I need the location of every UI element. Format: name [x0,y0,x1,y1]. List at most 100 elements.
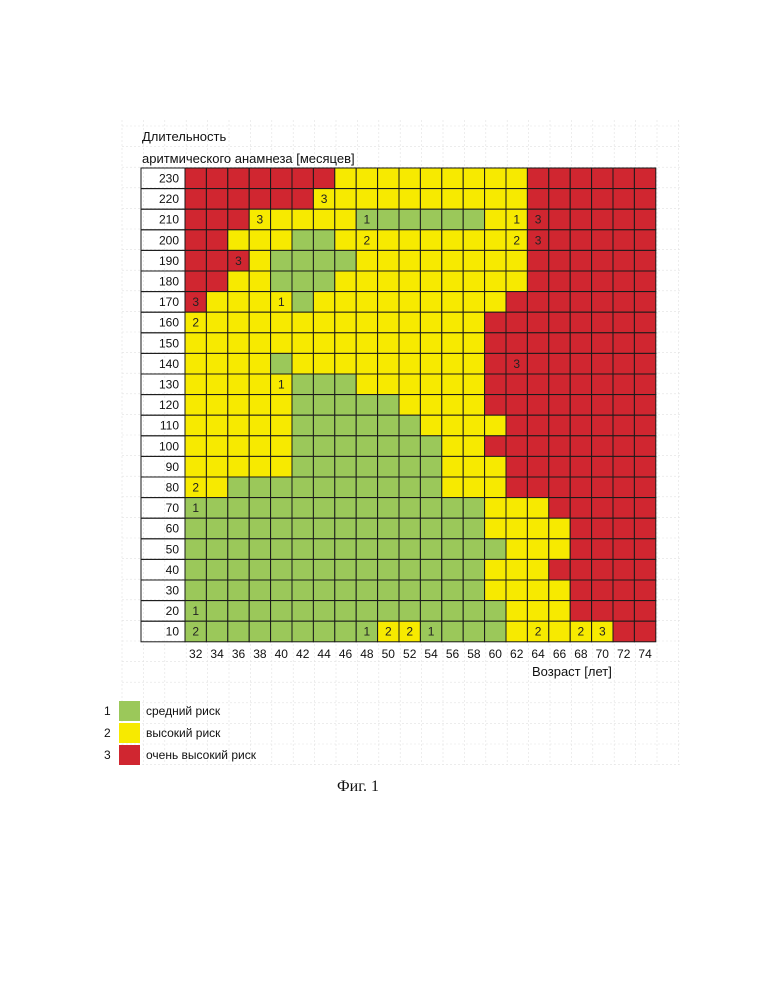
heatmap-cell [378,353,399,374]
heatmap-cell [249,539,270,560]
heatmap-cell [570,374,591,395]
heatmap-cell [634,353,655,374]
heatmap-cell [399,518,420,539]
heatmap-cell [356,539,377,560]
heatmap-cell [378,312,399,333]
x-tick-label: 40 [275,647,289,661]
heatmap-cell [485,456,506,477]
heatmap-cell [570,230,591,251]
y-axis-title-line2: аритмического анамнеза [месяцев] [142,151,355,166]
heatmap-cell [228,559,249,580]
x-tick-label: 74 [638,647,652,661]
cell-annotation: 1 [192,501,199,515]
heatmap-cell [206,292,227,313]
heatmap-cell [485,477,506,498]
heatmap-cell [378,477,399,498]
heatmap-cell [485,271,506,292]
heatmap-cell [228,333,249,354]
heatmap-cell [592,498,613,519]
heatmap-cell [292,436,313,457]
y-tick-label: 210 [159,213,179,227]
heatmap-cell [420,189,441,210]
legend-code: 2 [104,726,111,740]
heatmap-cell [228,395,249,416]
x-tick-label: 46 [339,647,353,661]
heatmap-cell [463,374,484,395]
heatmap-cell [292,189,313,210]
heatmap-cell [249,498,270,519]
heatmap-cell [335,456,356,477]
heatmap-cell [292,271,313,292]
heatmap-cell [506,333,527,354]
heatmap-cell [442,250,463,271]
heatmap-cell [249,477,270,498]
heatmap-cell [527,498,548,519]
heatmap-cell [292,601,313,622]
heatmap-cell [313,333,334,354]
heatmap-cell [442,498,463,519]
heatmap-cell [570,559,591,580]
heatmap-cell [356,333,377,354]
heatmap-cell [399,250,420,271]
heatmap-cell [185,271,206,292]
heatmap-cell [378,539,399,560]
heatmap-cell [292,168,313,189]
heatmap-cell [313,580,334,601]
heatmap-cell [420,333,441,354]
heatmap-cell [399,189,420,210]
y-tick-label: 140 [159,357,179,371]
heatmap-cell [249,621,270,642]
y-tick-label: 100 [159,439,179,453]
x-tick-label: 38 [253,647,267,661]
heatmap-cell [313,353,334,374]
heatmap-cell [206,601,227,622]
heatmap-cell [399,601,420,622]
heatmap-cell [271,539,292,560]
heatmap-cell [570,271,591,292]
heatmap-cell [549,395,570,416]
heatmap-cell [185,456,206,477]
heatmap-cell [356,559,377,580]
legend: 1средний риск2высокий риск3очень высокий… [104,701,257,765]
heatmap-cell [292,292,313,313]
heatmap-cell [592,395,613,416]
heatmap-cell [292,312,313,333]
heatmap-cell [399,559,420,580]
heatmap-cell [249,168,270,189]
heatmap-cell [634,209,655,230]
heatmap-cell [634,539,655,560]
heatmap-cell [549,559,570,580]
heatmap-cell [506,168,527,189]
heatmap-cell [613,168,634,189]
heatmap-cell [613,580,634,601]
heatmap-cell [442,559,463,580]
heatmap-cell [206,456,227,477]
x-tick-label: 56 [446,647,460,661]
heatmap-cell [570,436,591,457]
heatmap-cell [527,189,548,210]
heatmap-cell [313,271,334,292]
heatmap-cell [271,209,292,230]
heatmap-cell [485,415,506,436]
heatmap-cell [292,539,313,560]
heatmap-cell [249,271,270,292]
heatmap-cell [634,189,655,210]
heatmap-cell [292,580,313,601]
heatmap-cell [549,436,570,457]
y-axis-title-line1: Длительность [142,129,226,144]
heatmap-cell [570,580,591,601]
heatmap-cell [592,559,613,580]
heatmap-cell [527,271,548,292]
heatmap-cell [185,580,206,601]
heatmap-cell [613,333,634,354]
heatmap-cells [185,168,656,642]
heatmap-cell [399,580,420,601]
heatmap-cell [442,292,463,313]
heatmap-cell [356,456,377,477]
heatmap-cell [378,230,399,251]
heatmap-cell [206,436,227,457]
x-tick-label: 42 [296,647,310,661]
heatmap-cell [485,230,506,251]
heatmap-cell [463,168,484,189]
heatmap-cell [356,168,377,189]
